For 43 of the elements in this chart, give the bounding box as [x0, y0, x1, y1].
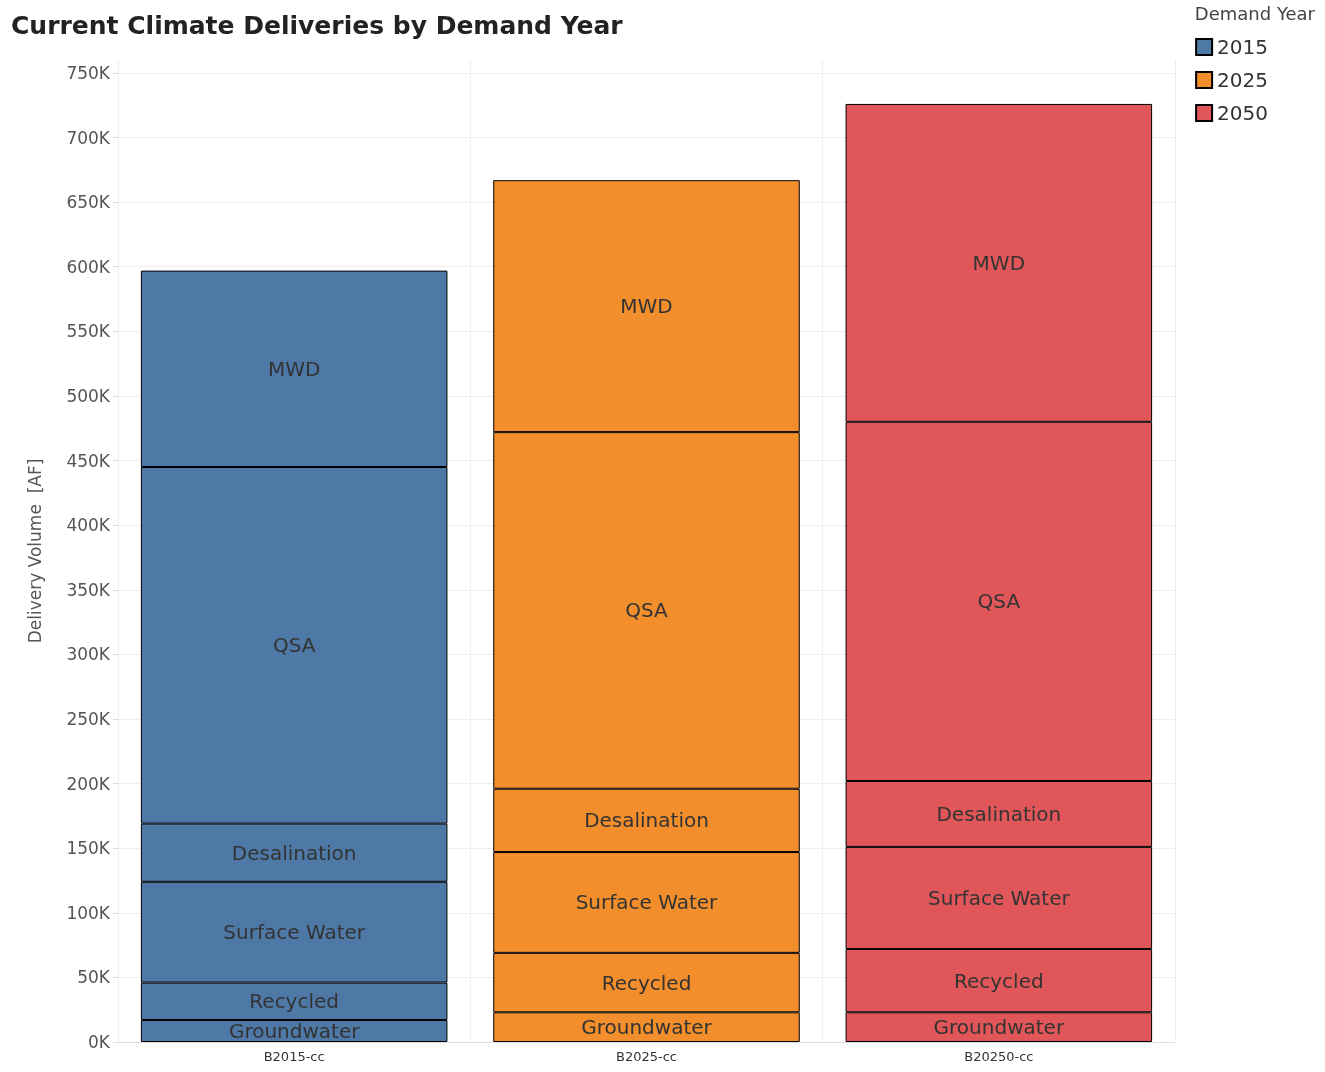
- data-label: Groundwater: [581, 1015, 713, 1040]
- x-tick-label: B2015-cc: [263, 1049, 325, 1064]
- data-label: Recycled: [249, 989, 340, 1014]
- legend-title: Demand Year: [1194, 2, 1316, 24]
- x-tick-label: B2025-cc: [616, 1049, 677, 1064]
- data-label: Recycled: [953, 968, 1044, 993]
- y-tick-label: 100K: [66, 902, 111, 923]
- chart-title: Current Climate Deliveries by Demand Year: [11, 11, 624, 40]
- y-tick-label: 600K: [66, 256, 111, 277]
- y-tick-label: 250K: [66, 708, 111, 729]
- y-tick-label: 550K: [66, 321, 111, 342]
- y-tick-label: 150K: [66, 838, 111, 859]
- y-tick-label: 700K: [66, 127, 111, 148]
- data-label: Surface Water: [223, 920, 366, 945]
- data-label: Desalination: [584, 808, 709, 833]
- y-tick-label: 0K: [88, 1032, 111, 1052]
- legend-label: 2050: [1217, 101, 1269, 125]
- data-label: Groundwater: [933, 1015, 1065, 1040]
- data-label: MWD: [267, 356, 321, 381]
- x-tick-label: B20250-cc: [964, 1049, 1034, 1064]
- data-label: MWD: [620, 294, 673, 319]
- legend-label: 2025: [1217, 68, 1269, 92]
- data-label: QSA: [977, 589, 1021, 614]
- y-tick-label: 500K: [66, 385, 111, 406]
- y-tick-label: 650K: [66, 192, 111, 213]
- y-tick-label: 50K: [77, 967, 111, 988]
- y-tick-label: 750K: [66, 62, 111, 83]
- y-tick-label: 200K: [66, 773, 111, 794]
- data-label: QSA: [272, 633, 316, 658]
- data-label: Desalination: [936, 801, 1062, 826]
- data-label: Surface Water: [928, 885, 1071, 910]
- legend-label: 2015: [1217, 35, 1269, 59]
- y-tick-label: 300K: [66, 644, 111, 665]
- y-tick-label: 350K: [66, 579, 111, 600]
- data-label: QSA: [625, 598, 669, 623]
- y-tick-label: 400K: [66, 515, 111, 536]
- data-label: MWD: [972, 250, 1026, 275]
- data-label: Surface Water: [575, 890, 719, 915]
- y-tick-label: 450K: [66, 450, 111, 471]
- data-label: Groundwater: [228, 1019, 361, 1044]
- data-label: Desalination: [231, 840, 357, 865]
- data-label: Recycled: [601, 970, 692, 995]
- y-axis-title: Delivery Volume [AF]: [24, 458, 45, 644]
